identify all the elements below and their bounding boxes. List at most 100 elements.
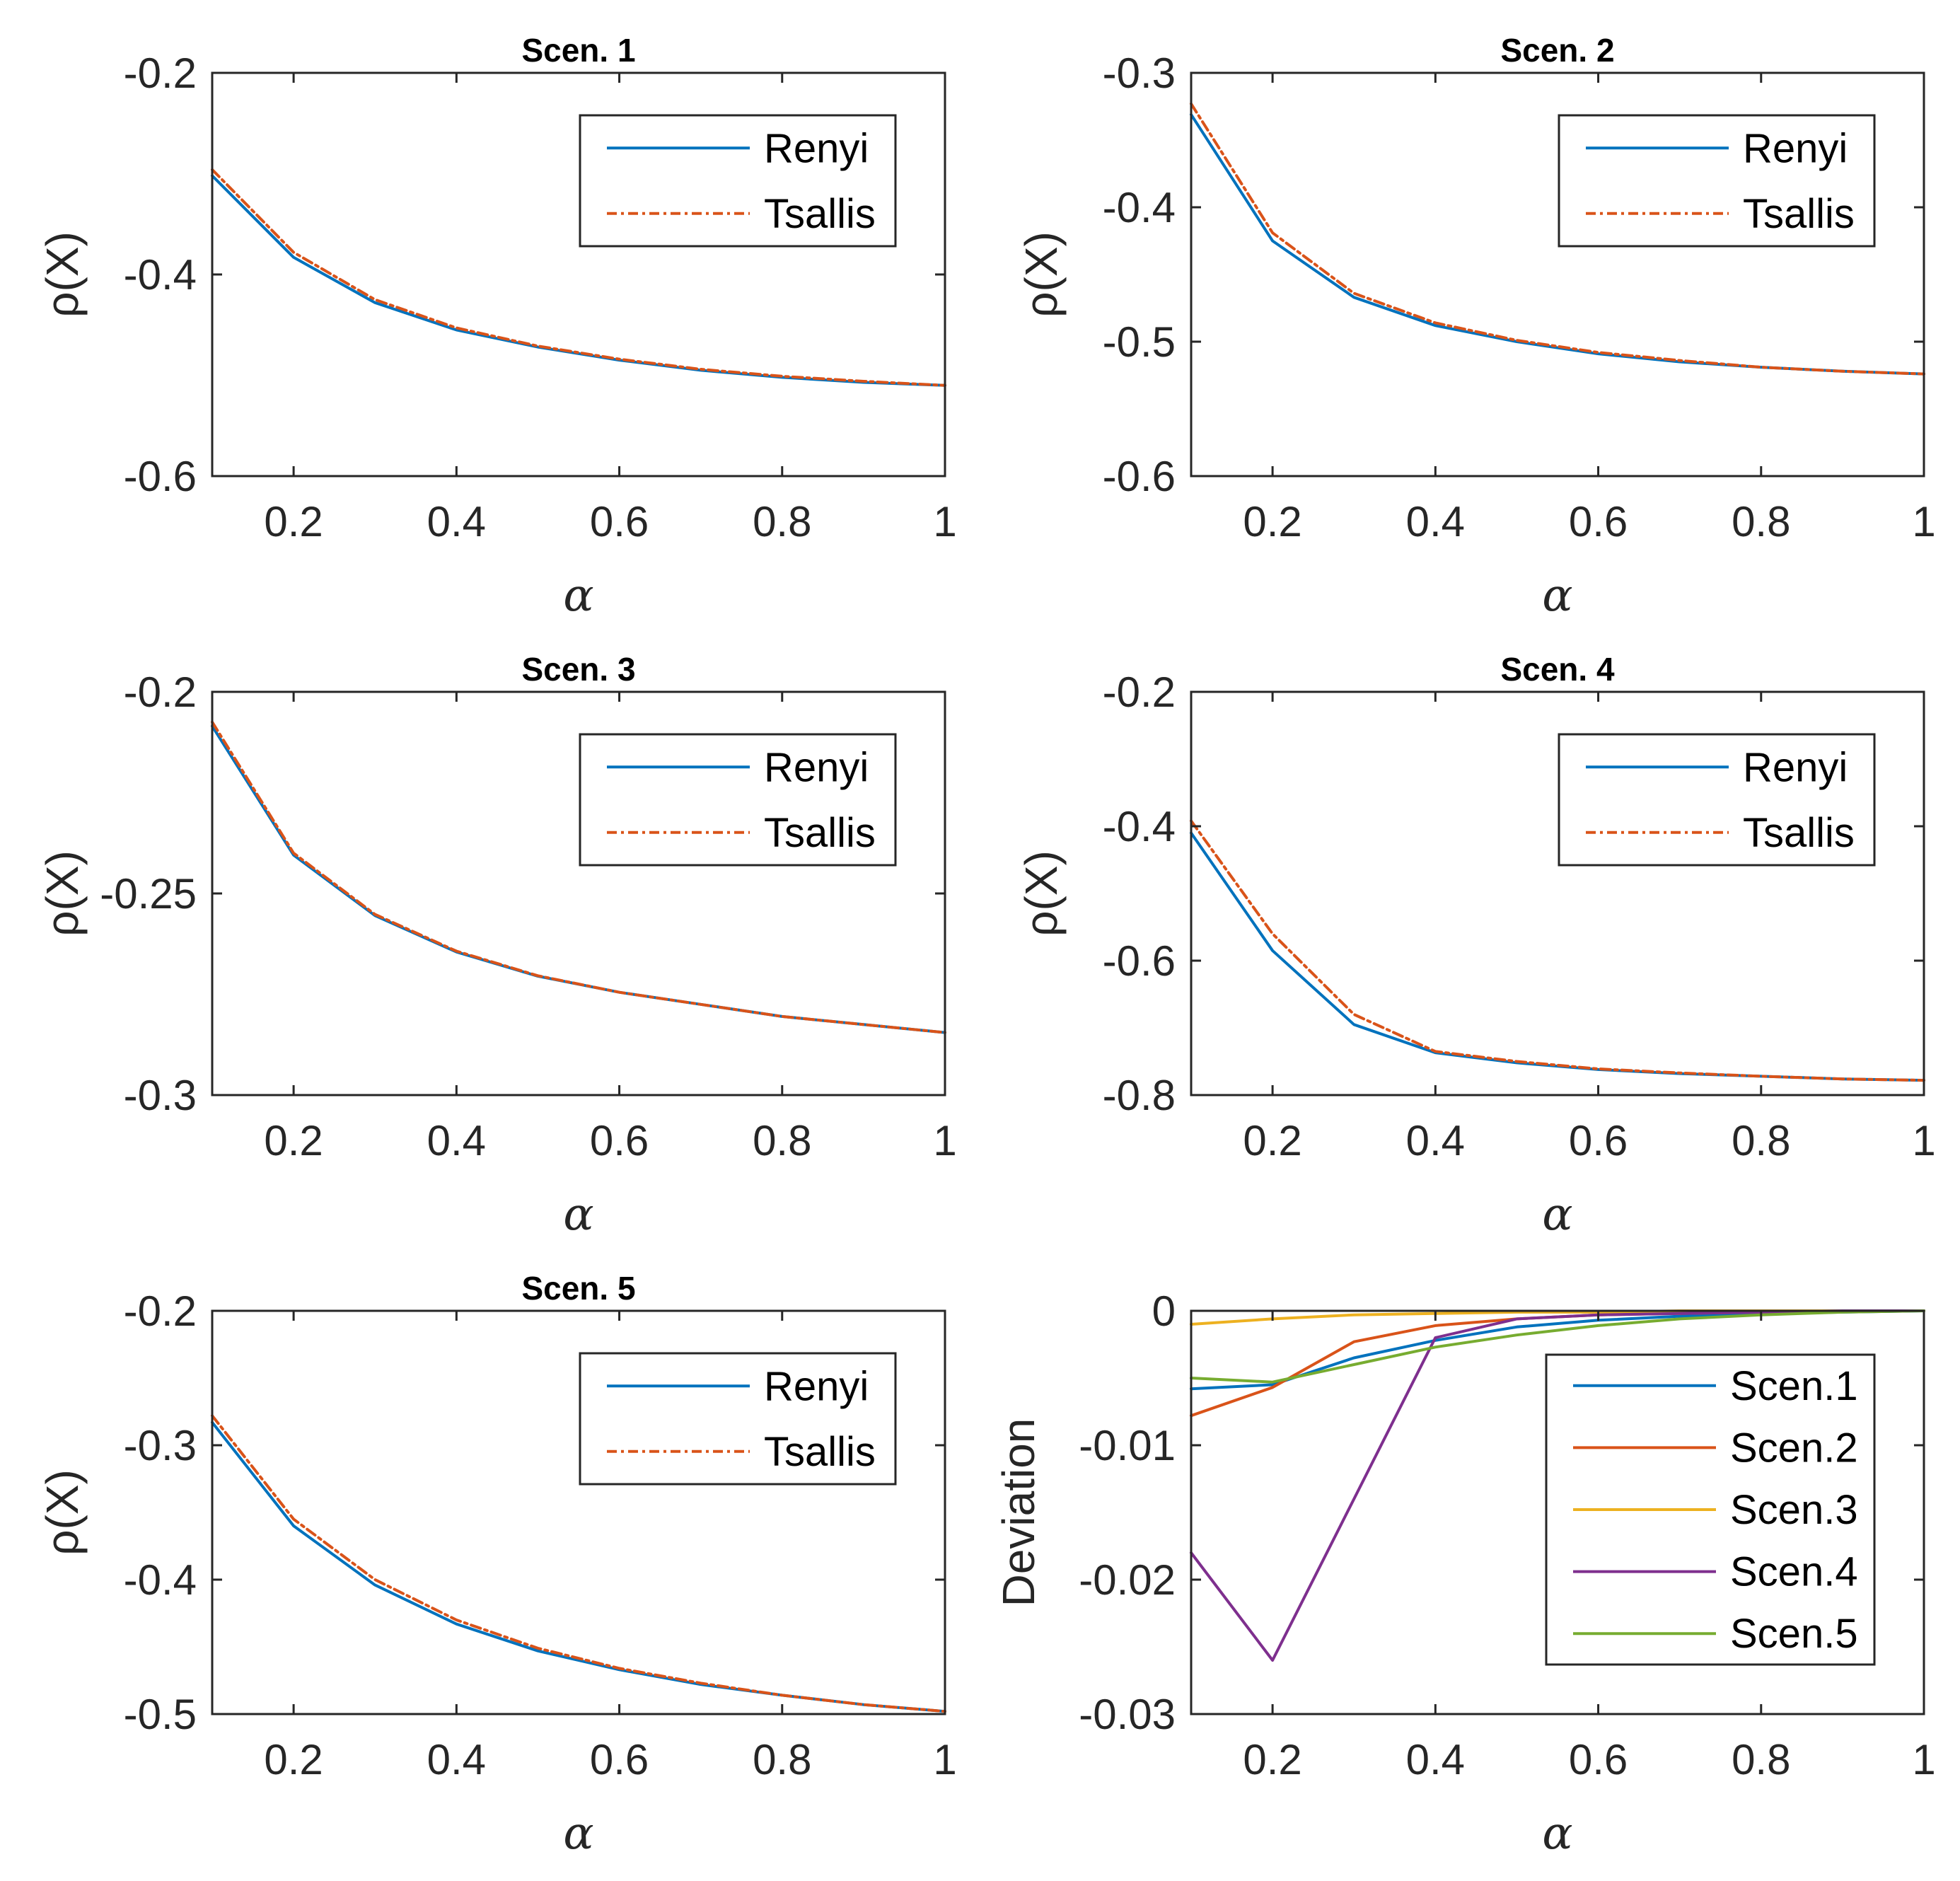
legend-box [579, 733, 897, 867]
series-line-tsallis [211, 168, 946, 387]
y-axis-label: ρ(X) [1016, 850, 1067, 937]
y-tick-label: -0.8 [1103, 1072, 1176, 1119]
legend-label: Renyi [1743, 744, 1848, 790]
chart-panel-4: 0.2 0.4 0.6 0.8 1 -0.2 -0.4 -0.6 -0.8 Scen. 4 α ρ(X… [1016, 651, 1936, 1241]
legend-label: Scen.3 [1730, 1487, 1858, 1533]
x-axis-label: α [1542, 1807, 1572, 1860]
x-tick-label: 1 [933, 498, 956, 545]
legend-box [1558, 733, 1876, 867]
x-tick-label: 1 [1912, 1117, 1935, 1164]
y-tick-label: -0.2 [1103, 669, 1176, 716]
y-tick-label: -0.02 [1079, 1556, 1176, 1604]
x-tick-label: 0.6 [1569, 1736, 1628, 1783]
y-axis-label: ρ(X) [1016, 231, 1067, 318]
series-line-tsallis [1190, 819, 1925, 1082]
chart-panel-1: 0.2 0.4 0.6 0.8 1 -0.2 -0.4 -0.6 Scen. 1 α ρ(X) Ren… [37, 32, 957, 622]
y-tick-label: -0.01 [1079, 1422, 1176, 1469]
x-tick-label: 0.4 [427, 1117, 486, 1164]
x-tick-label: 0.6 [1569, 498, 1628, 545]
y-axis-label: ρ(X) [37, 231, 88, 318]
series-line-tsallis [211, 720, 946, 1034]
axes-frame [1190, 690, 1925, 1096]
legend: Renyi Tsallis [579, 733, 897, 867]
y-axis-label: Deviation [993, 1418, 1044, 1607]
x-tick-label: 0.8 [753, 1117, 811, 1164]
x-tick-label: 1 [933, 1736, 956, 1783]
legend-label: Renyi [764, 744, 869, 790]
x-axis-label: α [563, 1807, 593, 1860]
chart-title: Scen. 1 [521, 32, 635, 69]
x-tick-label: 0.2 [264, 1117, 323, 1164]
legend-label: Renyi [1743, 125, 1848, 171]
y-tick-label: -0.4 [124, 1556, 197, 1604]
x-tick-label: 0.2 [264, 498, 323, 545]
legend-box [579, 114, 897, 248]
chart-title: Scen. 5 [521, 1270, 635, 1307]
series-line-tsallis [1190, 102, 1925, 376]
x-tick-label: 0.6 [590, 1736, 649, 1783]
x-tick-label: 0.8 [1732, 1117, 1790, 1164]
chart-panel-3: 0.2 0.4 0.6 0.8 1 -0.2 -0.25 -0.3 Scen. 3 α ρ(X) Re… [37, 651, 957, 1241]
x-tick-label: 0.6 [590, 1117, 649, 1164]
legend-label: Renyi [764, 125, 869, 171]
x-axis-label: α [1542, 1188, 1572, 1241]
y-axis-label: ρ(X) [37, 1469, 88, 1556]
y-tick-label: -0.03 [1079, 1691, 1176, 1738]
legend-label: Tsallis [764, 810, 876, 856]
y-tick-label: -0.4 [1103, 803, 1176, 850]
x-tick-label: 0.4 [1406, 1736, 1465, 1783]
legend-label: Tsallis [764, 191, 876, 237]
x-axis-label: α [563, 1188, 593, 1241]
x-tick-label: 0.2 [1243, 1117, 1301, 1164]
x-tick-label: 0.2 [1243, 498, 1301, 545]
y-tick-label: -0.5 [124, 1691, 197, 1738]
legend: Scen.1 Scen.2 Scen.3 Scen.4 Scen.5 [1545, 1353, 1876, 1666]
legend-label: Tsallis [1743, 810, 1855, 856]
y-tick-label: -0.6 [1103, 937, 1176, 985]
y-tick-label: -0.4 [124, 251, 197, 299]
x-tick-label: 0.6 [1569, 1117, 1628, 1164]
x-tick-label: 0.4 [427, 1736, 486, 1783]
x-tick-label: 0.4 [427, 498, 486, 545]
legend-label: Scen.2 [1730, 1425, 1858, 1471]
x-tick-label: 0.8 [753, 1736, 811, 1783]
legend: Renyi Tsallis [1558, 733, 1876, 867]
legend: Renyi Tsallis [579, 114, 897, 248]
series-line-scen-5 [1190, 1309, 1925, 1384]
legend-label: Tsallis [764, 1429, 876, 1475]
y-tick-label: -0.2 [124, 1287, 197, 1335]
y-tick-label: 0 [1152, 1287, 1176, 1335]
x-tick-label: 0.2 [1243, 1736, 1301, 1783]
legend: Renyi Tsallis [1558, 114, 1876, 248]
axes-frame [1190, 71, 1925, 478]
legend-box [579, 1352, 897, 1486]
series-line-tsallis [211, 1414, 946, 1713]
legend-label: Renyi [764, 1363, 869, 1409]
chart-title: Scen. 3 [521, 651, 635, 688]
y-axis-label: ρ(X) [37, 850, 88, 937]
legend-box [1558, 114, 1876, 248]
x-tick-label: 1 [1912, 1736, 1935, 1783]
y-tick-label: -0.4 [1103, 184, 1176, 231]
y-tick-label: -0.6 [124, 453, 197, 500]
y-tick-label: -0.3 [124, 1422, 197, 1469]
chart-panel-5: 0.2 0.4 0.6 0.8 1 -0.2 -0.3 -0.4 -0.5 Scen. 5 α ρ(X… [37, 1270, 957, 1860]
chart-title: Scen. 4 [1500, 651, 1615, 688]
chart-title: Scen. 2 [1500, 32, 1614, 69]
y-tick-label: -0.3 [124, 1072, 197, 1119]
x-tick-label: 0.8 [1732, 498, 1790, 545]
chart-panel-2: 0.2 0.4 0.6 0.8 1 -0.3 -0.4 -0.5 -0.6 Scen. 2 α ρ(X… [1016, 32, 1936, 622]
x-tick-label: 0.4 [1406, 498, 1465, 545]
legend: Renyi Tsallis [579, 1352, 897, 1486]
y-tick-label: -0.25 [100, 870, 197, 918]
x-axis-label: α [563, 569, 593, 622]
legend-label: Tsallis [1743, 191, 1855, 237]
legend-label: Scen.4 [1730, 1549, 1858, 1595]
y-tick-label: -0.2 [124, 50, 197, 97]
chart-panel-6: 0.2 0.4 0.6 0.8 1 0 -0.01 -0.02 -0.03 α Deviation S… [993, 1287, 1936, 1860]
axes-frame [1190, 1309, 1925, 1715]
x-tick-label: 0.8 [1732, 1736, 1790, 1783]
x-tick-label: 0.6 [590, 498, 649, 545]
y-tick-label: -0.5 [1103, 318, 1176, 366]
